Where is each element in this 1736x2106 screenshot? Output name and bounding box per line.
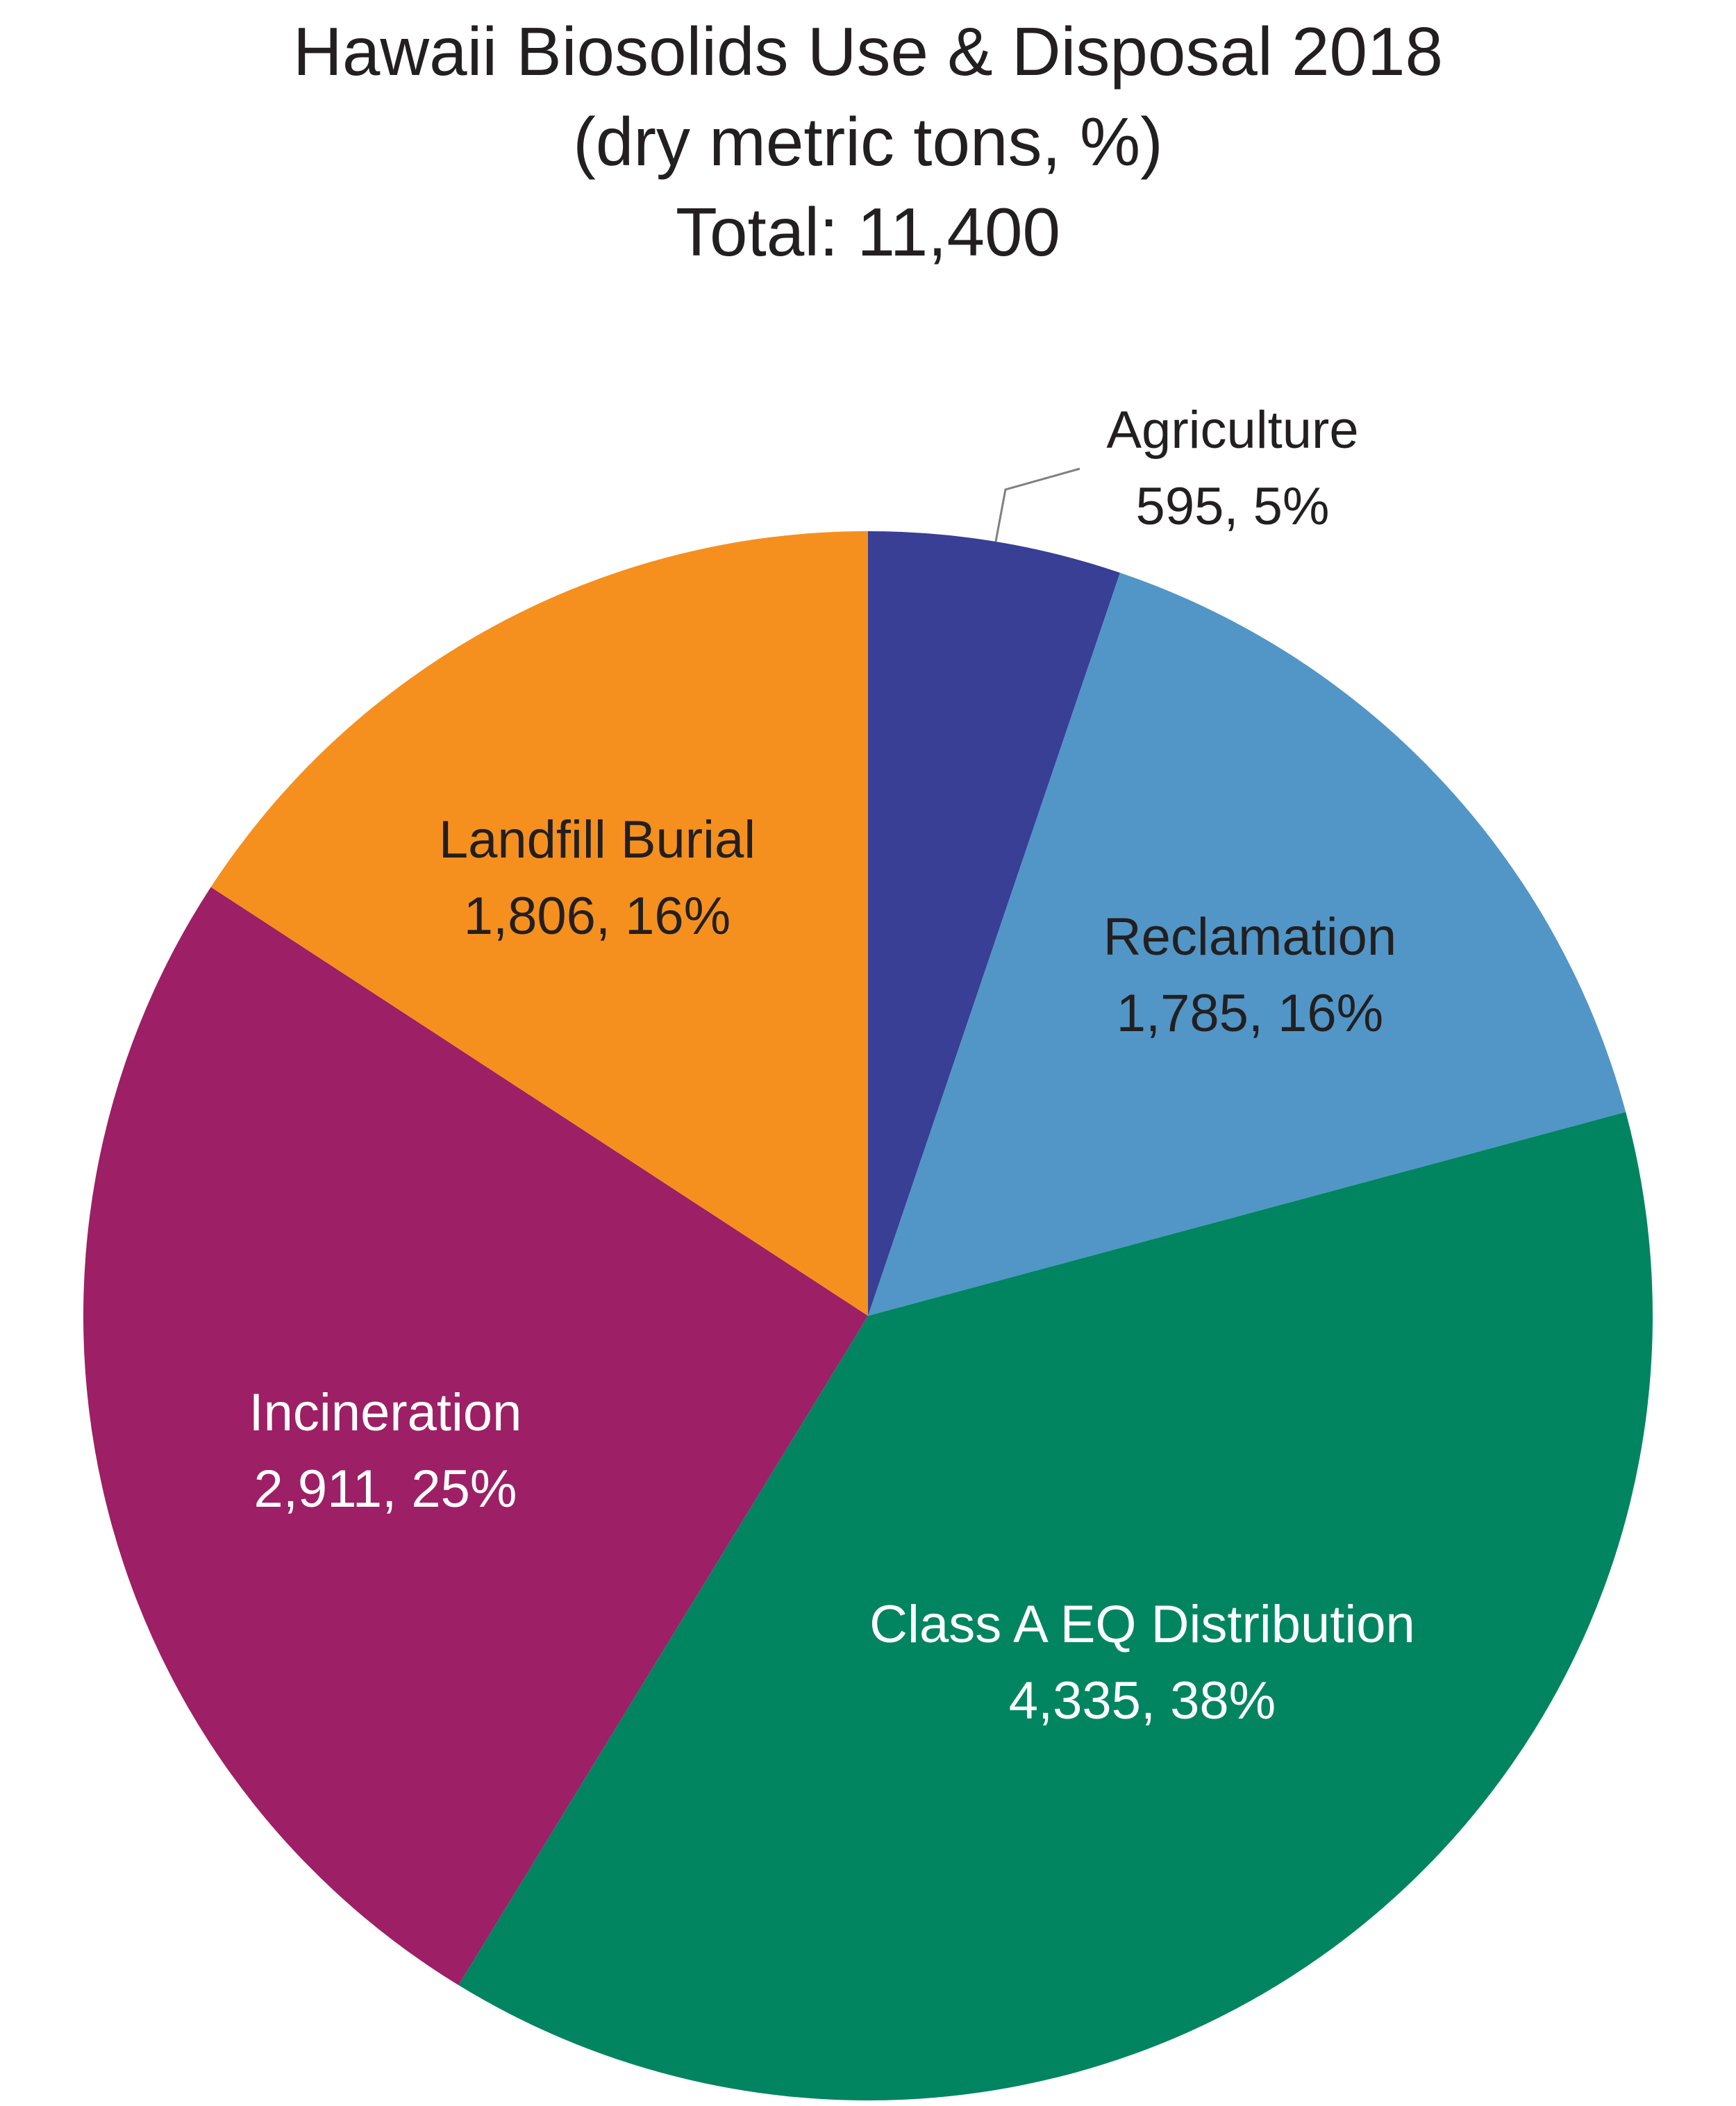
slice-label-name: Agriculture — [1106, 401, 1358, 460]
pie-slice-agriculture — [868, 531, 1120, 1316]
slice-label-incineration: Incineration 2,911, 25% — [249, 1383, 522, 1519]
pie-slice-reclamation — [868, 572, 1626, 1317]
slice-labels: Agriculture 595, 5% Reclamation 1,785, 16% C… — [249, 401, 1415, 1730]
slice-label-name: Incineration — [249, 1383, 522, 1442]
chart-title-line-2: (dry metric tons, %) — [573, 103, 1162, 180]
chart-title: Hawaii Biosolids Use & Disposal 2018 (dr… — [293, 13, 1443, 270]
slice-label-reclamation: Reclamation 1,785, 16% — [1103, 908, 1396, 1043]
slice-label-landfill-burial: Landfill Burial 1,806, 16% — [439, 810, 756, 946]
pie-slice-landfill-burial — [210, 531, 869, 1316]
slice-label-name: Reclamation — [1103, 908, 1396, 967]
leader-lines — [994, 467, 1080, 542]
slice-label-value: 595, 5% — [1136, 477, 1330, 536]
slice-label-class-a-eq-distribution: Class A EQ Distribution 4,335, 38% — [869, 1595, 1415, 1730]
slice-label-value: 1,785, 16% — [1117, 984, 1384, 1043]
pie-slices — [83, 531, 1653, 2100]
pie-slice-incineration — [83, 887, 869, 1985]
slice-label-value: 2,911, 25% — [254, 1460, 517, 1519]
chart-title-line-1: Hawaii Biosolids Use & Disposal 2018 — [293, 13, 1443, 90]
slice-label-value: 4,335, 38% — [1009, 1671, 1276, 1730]
pie-slice-class-a-eq-distribution — [458, 1112, 1653, 2100]
slice-label-agriculture: Agriculture 595, 5% — [1106, 401, 1358, 536]
slice-label-name: Class A EQ Distribution — [869, 1595, 1415, 1654]
slice-label-value: 1,806, 16% — [464, 887, 731, 946]
chart-title-line-3: Total: 11,400 — [676, 194, 1060, 270]
slice-label-name: Landfill Burial — [439, 810, 756, 869]
leader-line-agriculture — [994, 467, 1080, 542]
